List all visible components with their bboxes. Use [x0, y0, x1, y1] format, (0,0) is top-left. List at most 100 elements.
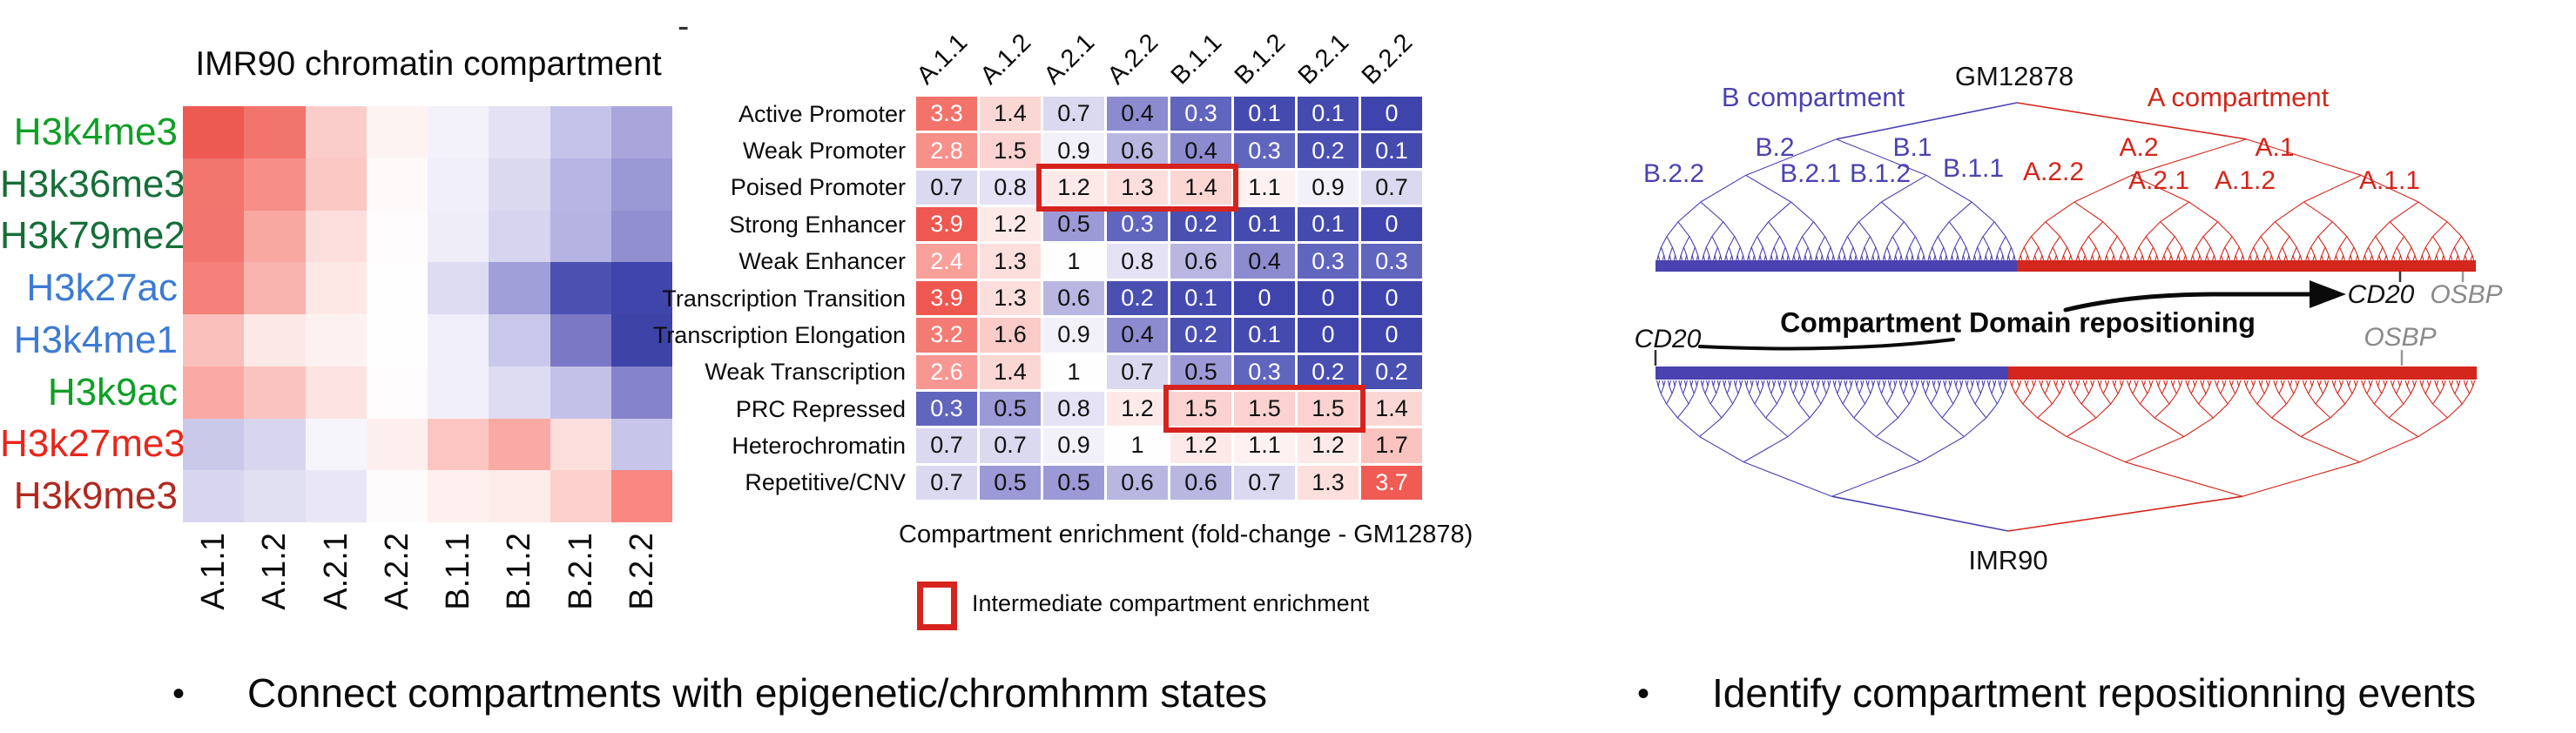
enrichment-cell: 0	[1361, 318, 1422, 353]
enrichment-cell: 0.1	[1298, 97, 1359, 131]
enrichment-cell: 0.4	[1170, 133, 1231, 168]
cluster-label-b2: B.2	[1755, 133, 1795, 162]
stray-dash-artifact: -	[678, 7, 690, 45]
enrichment-cell: 0.1	[1234, 207, 1295, 242]
heatmap-cell	[489, 366, 550, 419]
enrichment-row-label: Weak Transcription	[705, 359, 906, 386]
bullet-marker: •	[172, 675, 185, 713]
heatmap-cell	[428, 158, 489, 211]
enrichment-cell: 1.2	[980, 207, 1041, 242]
bullet-identify-repositioning: • Identify compartment repositionning eve…	[1637, 670, 2476, 716]
heatmap-cell	[366, 158, 428, 211]
heatmap-cell	[610, 210, 672, 263]
enrichment-cell: 0.7	[1043, 97, 1104, 131]
enrichment-cell: 0.7	[1107, 354, 1168, 389]
enrichment-row-label: Heterochromatin	[732, 432, 906, 459]
heatmap-cell	[183, 262, 245, 314]
heatmap-cell	[366, 470, 428, 522]
heatmap-cell	[183, 158, 245, 211]
heatmap-cell	[489, 158, 550, 211]
enrichment-cell: 0	[1361, 280, 1422, 316]
heatmap-row-label: H3k4me1	[13, 318, 178, 361]
heatmap-cell	[550, 418, 611, 471]
enrichment-cell: 1.3	[980, 244, 1041, 279]
enrichment-row-label: Transcription Elongation	[652, 321, 906, 348]
enrichment-cell: 1	[1043, 244, 1104, 279]
heatmap-cell	[183, 210, 245, 263]
enrichment-cell: 1.7	[1361, 428, 1422, 463]
enrichment-cell: 0.7	[916, 170, 977, 205]
heatmap-cell	[610, 262, 672, 314]
enrichment-cell: 0.3	[916, 391, 977, 427]
enrichment-cell: 0	[1361, 207, 1422, 242]
heatmap-cell	[550, 470, 611, 522]
intermediate-enrichment-legend-swatch	[917, 582, 957, 630]
heatmap-cell	[244, 210, 306, 263]
enrichment-cell: 0.5	[980, 465, 1041, 500]
b-compartment-label: B compartment	[1721, 82, 1905, 112]
enrichment-cell: 0.6	[1170, 465, 1231, 500]
enrichment-cell: 0.5	[1043, 207, 1104, 242]
cd20-imr90-label: CD20	[1634, 325, 1702, 353]
heatmap-row-label: H3k27me3	[0, 422, 185, 466]
heatmap-cell	[428, 314, 489, 366]
enrichment-row-label: Weak Enhancer	[738, 248, 906, 275]
heatmap-row-label: H3k79me2	[0, 214, 185, 258]
heatmap-cell	[550, 366, 611, 419]
bullet-text: Identify compartment repositionning even…	[1712, 670, 2477, 716]
heatmap-cell	[428, 210, 489, 263]
enrichment-row-label: Weak Promoter	[742, 138, 906, 165]
heatmap-cell	[366, 106, 428, 158]
heatmap-cell	[183, 418, 245, 471]
enrichment-cell: 0.2	[1170, 207, 1231, 242]
heatmap-cell	[244, 314, 306, 366]
cluster-label-a21: A.2.1	[2128, 166, 2190, 195]
heatmap-cell	[305, 106, 367, 158]
cd20-gm12878-label: CD20	[2347, 280, 2415, 309]
enrichment-cell: 0.5	[980, 391, 1041, 427]
enrichment-row-label: Active Promoter	[738, 100, 906, 127]
cluster-label-a1: A.1	[2255, 133, 2295, 162]
enrichment-cell: 1.2	[1107, 391, 1168, 427]
enrichment-cell: 0.1	[1234, 97, 1295, 131]
heatmap-cell	[305, 210, 367, 263]
enrichment-cell: 1.5	[980, 133, 1041, 168]
cluster-label-a11: A.1.1	[2358, 166, 2421, 195]
heatmap-cell	[489, 106, 550, 158]
heatmap-cell	[550, 158, 611, 211]
enrichment-cell: 2.8	[916, 133, 977, 168]
heatmap-cell	[305, 470, 367, 522]
enrichment-cell: 0.2	[1361, 354, 1422, 389]
heatmap-cell	[610, 366, 672, 419]
enrichment-cell: 2.4	[916, 244, 977, 279]
cluster-label-a22: A.2.2	[2022, 158, 2085, 186]
enrichment-cell: 0.4	[1107, 97, 1168, 131]
enrichment-cell: 0.3	[1234, 354, 1295, 389]
heatmap-cell	[550, 210, 611, 263]
enrichment-cell: 2.6	[916, 354, 977, 389]
enrichment-cell: 1.6	[980, 318, 1041, 353]
enrichment-cell: 0.4	[1107, 318, 1168, 353]
bullet-connect-compartments: • Connect compartments with epigenetic/ch…	[172, 670, 1267, 716]
enrichment-cell: 0.6	[1043, 280, 1104, 316]
enrichment-table-caption: Compartment enrichment (fold-change - GM…	[899, 521, 1473, 548]
cluster-label-b11: B.1.1	[1942, 154, 2005, 183]
heatmap-cell	[489, 470, 550, 522]
enrichment-cell: 3.7	[1361, 465, 1422, 500]
heatmap-cell	[610, 418, 672, 471]
enrichment-cell: 0.3	[1298, 244, 1359, 279]
enrichment-cell: 0.2	[1298, 133, 1359, 168]
heatmap-cell	[610, 470, 672, 522]
enrichment-cell: 1.3	[1107, 170, 1168, 205]
osbp-gm12878-label: OSBP	[2430, 280, 2503, 309]
heatmap-cell	[244, 366, 306, 419]
heatmap-cell	[244, 158, 306, 211]
heatmap-cell	[610, 158, 672, 211]
enrichment-cell: 1.5	[1170, 391, 1231, 427]
heatmap-cell	[305, 262, 367, 314]
heatmap-cell	[244, 262, 306, 314]
enrichment-cell: 0.7	[916, 428, 977, 463]
cluster-label-b21: B.2.1	[1779, 159, 1842, 188]
